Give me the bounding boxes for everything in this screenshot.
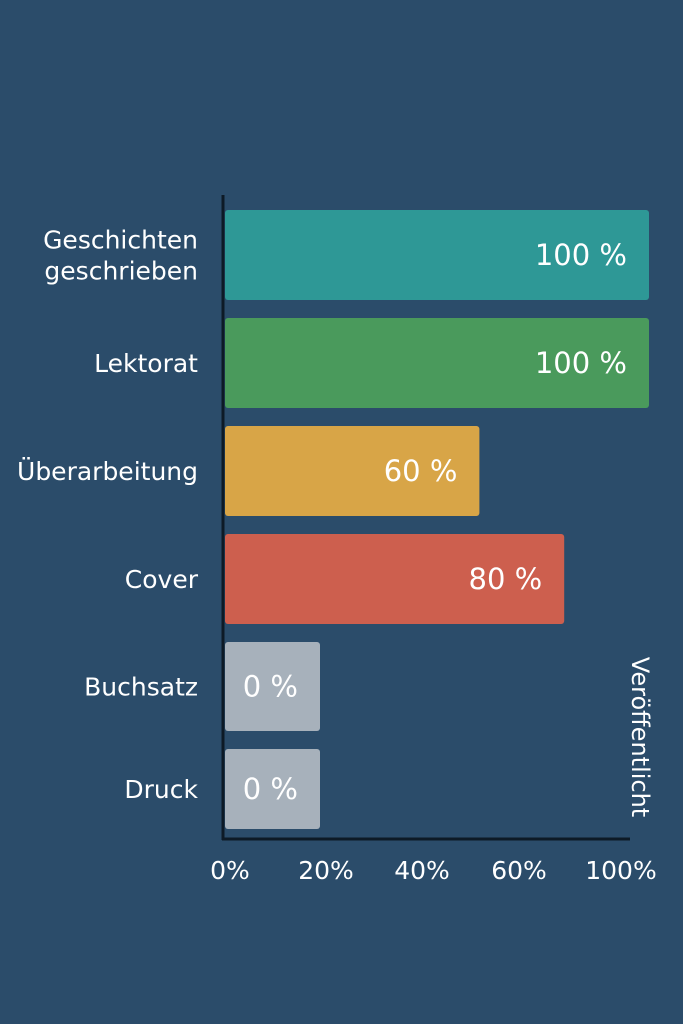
x-tick-label: 20% bbox=[298, 856, 354, 885]
value-labels: 100 % 100 % 60 % 80 % 0 % 0 % bbox=[243, 238, 627, 806]
category-label: Druck bbox=[124, 775, 198, 804]
bar bbox=[225, 318, 649, 408]
x-tick-label: 40% bbox=[394, 856, 450, 885]
x-tick-label: 0% bbox=[210, 856, 250, 885]
category-label: Buchsatz bbox=[84, 673, 198, 702]
x-tick-label: 60% bbox=[491, 856, 547, 885]
bar bbox=[225, 642, 320, 731]
bar-value-label: 100 % bbox=[535, 238, 627, 272]
category-label: geschrieben bbox=[44, 257, 198, 286]
bars-group bbox=[225, 210, 649, 829]
bar-value-label: 0 % bbox=[243, 772, 298, 806]
bar-value-label: 80 % bbox=[469, 562, 543, 596]
category-label: Geschichten bbox=[43, 226, 198, 255]
bar-value-label: 60 % bbox=[384, 454, 458, 488]
bar bbox=[225, 749, 320, 829]
published-label: Veröffentlicht bbox=[626, 657, 654, 817]
x-tick-labels: 0% 20% 40% 60% 100% bbox=[210, 856, 657, 885]
category-label: Überarbeitung bbox=[17, 457, 198, 486]
bar-value-label: 100 % bbox=[535, 346, 627, 380]
x-tick-label: 100% bbox=[585, 856, 656, 885]
bar bbox=[225, 210, 649, 300]
bar bbox=[225, 534, 565, 624]
bar bbox=[225, 426, 480, 516]
category-label: Lektorat bbox=[94, 349, 198, 378]
category-label: Cover bbox=[125, 565, 199, 594]
bar-value-label: 0 % bbox=[243, 670, 298, 704]
